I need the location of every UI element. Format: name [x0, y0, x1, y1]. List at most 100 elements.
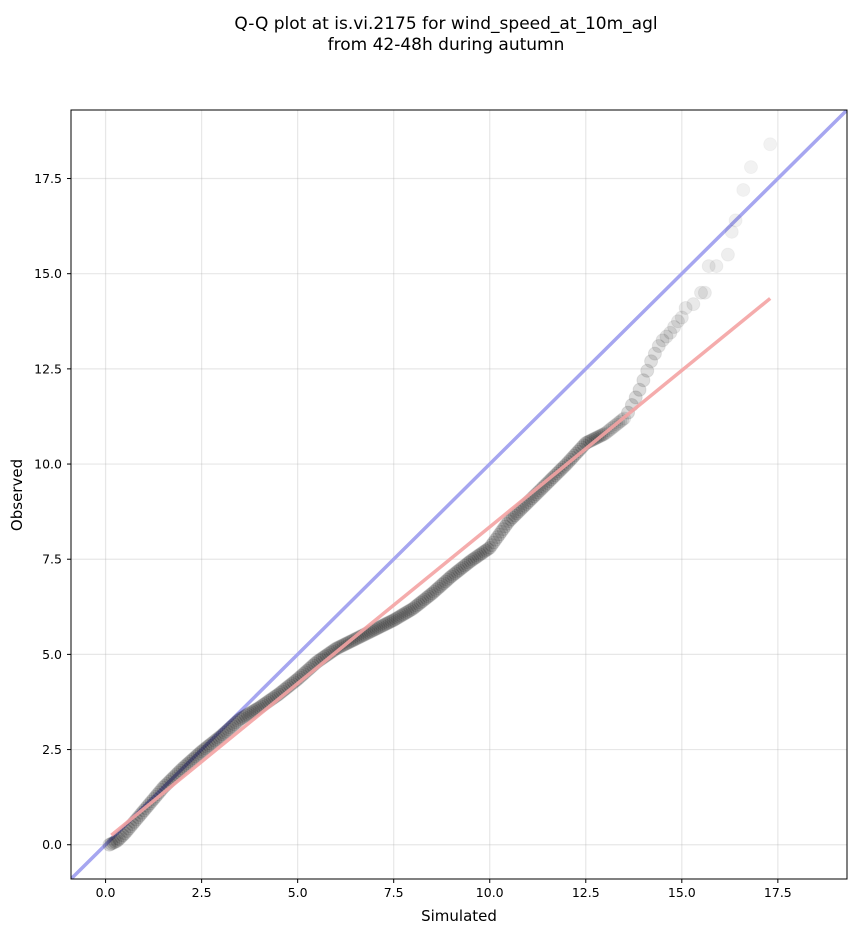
x-tick-label: 7.5: [384, 885, 404, 900]
data-point: [480, 542, 495, 557]
data-point: [569, 446, 584, 461]
data-point: [186, 751, 201, 766]
data-point: [725, 225, 739, 239]
data-point: [453, 561, 468, 576]
data-point: [459, 557, 474, 572]
data-point: [484, 538, 499, 553]
data-point: [709, 259, 724, 274]
axes-frame: [70, 109, 848, 880]
data-point: [744, 160, 758, 174]
data-point: [496, 522, 511, 537]
data-point: [102, 837, 117, 852]
data-point: [113, 830, 128, 845]
x-tick-label: 17.5: [764, 885, 792, 900]
data-point: [440, 572, 455, 587]
y-axis-ticks: 0.0 2.5 5.0 7.5 10.0 12.5 15.0 17.5: [34, 171, 71, 852]
data-point: [379, 616, 394, 631]
data-point: [469, 550, 484, 565]
data-point: [678, 300, 693, 315]
data-point: [192, 746, 207, 761]
data-point: [386, 613, 401, 628]
data-point: [490, 530, 505, 545]
fit-line: [110, 297, 772, 837]
data-point: [231, 713, 246, 728]
data-point: [227, 717, 242, 732]
data-point: [486, 535, 501, 550]
data-point: [400, 605, 415, 620]
data-point: [106, 835, 121, 850]
data-point: [179, 758, 194, 773]
data-point: [380, 615, 395, 630]
data-point: [396, 607, 411, 622]
data-point: [115, 828, 130, 843]
data-point: [225, 718, 240, 733]
data-point: [430, 581, 445, 596]
data-point: [209, 732, 224, 747]
data-point: [215, 727, 230, 742]
data-point: [117, 826, 132, 841]
data-point: [371, 620, 386, 635]
data-point: [221, 722, 236, 737]
data-point: [206, 735, 221, 750]
data-point: [403, 602, 418, 617]
data-point: [434, 577, 449, 592]
identity-line: [71, 110, 847, 879]
data-point: [423, 588, 438, 603]
data-point: [444, 569, 459, 584]
x-tick-label: 2.5: [192, 885, 212, 900]
data-point: [697, 285, 712, 300]
plot-area: [71, 110, 847, 879]
data-point: [388, 611, 403, 626]
data-point: [375, 618, 390, 633]
y-tick-label: 10.0: [34, 457, 62, 472]
data-point: [721, 248, 735, 262]
data-point: [505, 510, 520, 525]
y-tick-label: 7.5: [42, 552, 62, 567]
data-point: [425, 586, 440, 601]
data-point: [655, 333, 670, 348]
data-point: [507, 508, 522, 523]
data-point: [644, 354, 659, 369]
data-point: [636, 373, 651, 388]
data-point: [421, 589, 436, 604]
data-point: [686, 297, 701, 312]
data-point: [405, 601, 420, 616]
data-point: [701, 259, 716, 274]
data-point: [177, 759, 192, 774]
data-point: [473, 547, 488, 562]
data-point: [200, 739, 215, 754]
data-point: [659, 329, 674, 344]
data-point: [409, 598, 424, 613]
data-point: [112, 832, 127, 847]
data-point: [242, 706, 257, 721]
y-tick-label: 12.5: [34, 361, 62, 376]
data-point: [482, 540, 497, 555]
data-point: [467, 551, 482, 566]
y-tick-label: 15.0: [34, 266, 62, 281]
data-point: [500, 516, 515, 531]
data-point: [450, 564, 465, 579]
data-point: [382, 615, 397, 630]
data-point: [455, 560, 470, 575]
x-tick-label: 15.0: [668, 885, 696, 900]
data-point: [236, 709, 251, 724]
data-point: [369, 621, 384, 636]
data-point: [503, 512, 518, 527]
data-point: [428, 583, 443, 598]
data-point: [670, 314, 685, 329]
y-tick-label: 0.0: [42, 837, 62, 852]
data-point: [647, 346, 662, 361]
data-point: [240, 707, 255, 722]
data-point: [501, 514, 516, 529]
x-tick-label: 12.5: [572, 885, 600, 900]
data-point: [213, 729, 228, 744]
x-axis-ticks: 0.0 2.5 5.0 7.5 10.0 12.5 15.0 17.5: [96, 879, 792, 900]
data-point: [367, 622, 382, 637]
y-tick-label: 5.0: [42, 647, 62, 662]
data-point: [471, 548, 486, 563]
data-point: [223, 720, 238, 735]
x-tick-label: 5.0: [288, 885, 308, 900]
data-point: [628, 390, 643, 405]
data-point: [488, 532, 503, 547]
